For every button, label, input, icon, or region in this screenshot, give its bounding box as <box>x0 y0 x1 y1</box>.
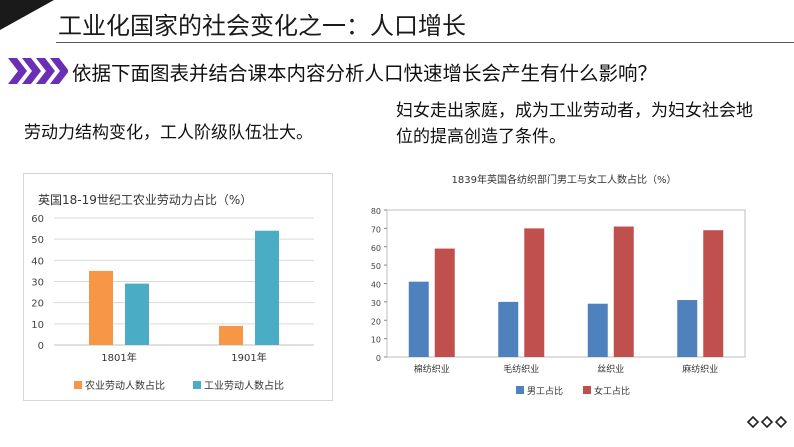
bar-男工占比 <box>677 300 698 357</box>
legend-swatch <box>516 386 524 394</box>
bar-工业劳动人数占比 <box>125 283 149 345</box>
y-tick-label: 60 <box>371 244 381 253</box>
x-tick-label: 1901年 <box>231 351 266 364</box>
legend-label: 女工占比 <box>594 385 630 397</box>
chevrons-icon <box>8 58 68 84</box>
legend-label: 农业劳动人数占比 <box>85 379 165 392</box>
x-tick-label: 毛纺织业 <box>503 363 539 375</box>
bar-女工占比 <box>613 226 634 357</box>
y-tick-label: 30 <box>371 299 381 308</box>
diamonds-decoration-icon <box>747 416 787 428</box>
y-tick-label: 20 <box>371 317 381 326</box>
legend-label: 男工占比 <box>527 385 563 397</box>
bar-女工占比 <box>434 248 455 357</box>
chart-textile-gender-svg: 1839年英国各纺织部门男工与女工人数占比（%） 0 10 20 30 40 50 60 70 8… <box>371 173 746 397</box>
x-tick-label: 棉纺织业 <box>414 363 450 375</box>
y-tick-label: 50 <box>31 235 44 246</box>
note-women-status: 妇女走出家庭，成为工业劳动者，为妇女社会地位的提高创造了条件。 <box>396 101 753 147</box>
note-labor-structure: 劳动力结构变化，工人阶级队伍壮大。 <box>24 123 313 143</box>
page-title: 工业化国家的社会变化之一：人口增长 <box>58 12 466 40</box>
question-text: 依据下面图表并结合课本内容分析人口快速增长会产生有什么影响？ <box>72 62 658 85</box>
y-tick-label: 10 <box>371 336 381 345</box>
y-tick-label: 40 <box>31 256 44 267</box>
chart-title: 1839年英国各纺织部门男工与女工人数占比（%） <box>452 173 677 186</box>
y-tick-label: 50 <box>371 262 381 271</box>
chart-labor-share-svg: 英国18-19世纪工农业劳动力占比（%） 0 10 20 30 40 50 60 1801年 19… <box>31 192 314 392</box>
y-tick-label: 0 <box>376 354 381 363</box>
x-tick-label: 麻纺织业 <box>682 363 718 375</box>
corner-decoration <box>0 0 54 30</box>
x-tick-label: 丝织业 <box>597 363 624 375</box>
bar-工业劳动人数占比 <box>255 230 279 345</box>
bar-农业劳动人数占比 <box>219 325 243 345</box>
title-divider <box>56 42 794 43</box>
x-tick-label: 1801年 <box>101 351 136 364</box>
y-tick-label: 60 <box>31 214 44 225</box>
y-tick-label: 40 <box>371 281 381 290</box>
legend-label: 工业劳动人数占比 <box>204 379 284 392</box>
bar-女工占比 <box>703 230 724 357</box>
bar-男工占比 <box>408 281 429 357</box>
y-tick-label: 30 <box>31 278 44 289</box>
legend-swatch <box>74 381 82 389</box>
bar-农业劳动人数占比 <box>89 270 113 345</box>
bar-男工占比 <box>498 301 519 357</box>
y-tick-label: 20 <box>31 299 44 310</box>
chart-textile-gender: 1839年英国各纺织部门男工与女工人数占比（%） 0 10 20 30 40 50 60 70 8… <box>352 170 755 402</box>
chart-labor-share: 英国18-19世纪工农业劳动力占比（%） 0 10 20 30 40 50 60 1801年 19… <box>23 173 333 401</box>
chart-title: 英国18-19世纪工农业劳动力占比（%） <box>38 192 252 207</box>
y-tick-label: 0 <box>38 341 44 352</box>
legend-swatch <box>193 381 201 389</box>
y-tick-label: 80 <box>371 207 381 216</box>
bar-男工占比 <box>587 303 608 357</box>
legend-swatch <box>583 386 591 394</box>
y-tick-label: 70 <box>371 225 381 234</box>
bar-女工占比 <box>524 228 545 357</box>
y-tick-label: 10 <box>31 320 44 331</box>
